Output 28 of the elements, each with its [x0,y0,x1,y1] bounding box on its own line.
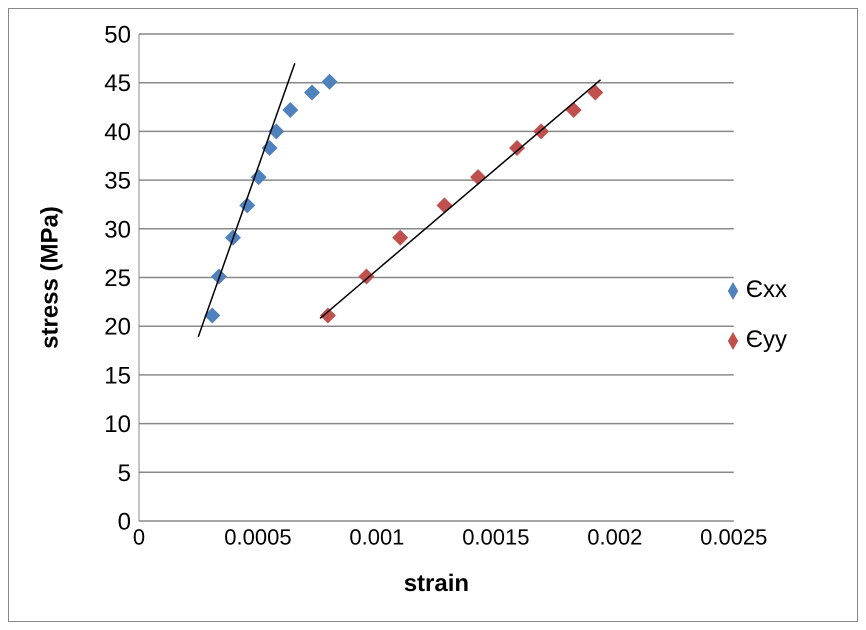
legend-label: Єyy [746,326,787,353]
y-tick-label: 45 [104,70,131,98]
point [436,197,452,214]
point [204,307,220,324]
point [268,123,284,140]
y-tick-label: 5 [118,460,131,487]
point [322,74,338,90]
x-tick-label: 0.001 [349,524,404,550]
point [282,102,298,118]
y-tick-label: 40 [104,118,131,146]
x-tick-label: 0.0015 [462,524,530,550]
y-tick-label: 10 [104,411,131,438]
x-tick-label: 0.0005 [224,524,292,550]
point [392,230,408,246]
x-tick-label: 0.0025 [700,524,768,550]
y-tick-label: 35 [104,168,131,195]
legend-label: Єxx [746,276,787,303]
y-tick-label: 30 [104,216,131,244]
point [304,84,320,100]
point [587,84,604,100]
x-tick-label: 0.002 [587,524,642,550]
y-tick-label: 15 [104,362,131,390]
y-axis-title: stress (MPa) [36,206,64,349]
point [566,102,582,118]
y-tick-label: 25 [104,265,131,292]
x-axis-title: strain [404,570,470,597]
y-tick-label: 50 [104,22,131,49]
y-tick-label: 20 [104,314,131,341]
